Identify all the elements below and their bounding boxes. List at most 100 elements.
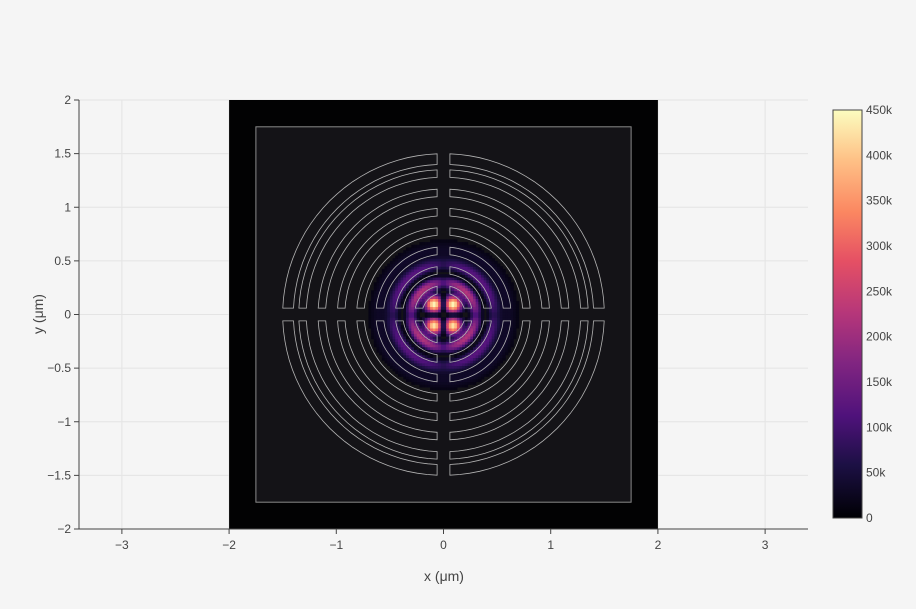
heatmap-cell [408,319,412,324]
heatmap-cell [408,352,412,356]
heatmap-cell [464,378,469,383]
heatmap-cell [446,322,450,326]
heatmap-cell [424,242,429,246]
heatmap-cell [443,239,447,243]
heatmap-cell [427,276,431,281]
heatmap-cell [486,368,490,372]
heatmap-cell [411,317,415,321]
heatmap-cell [411,333,415,337]
heatmap-cell [411,309,415,313]
heatmap-cell [462,381,466,385]
heatmap-cell [408,314,412,318]
heatmap-cell [481,330,485,334]
heatmap-cell [456,335,461,340]
heatmap-cell [400,370,404,375]
heatmap-cell [432,309,437,313]
y-tick-label: 2 [64,93,71,107]
heatmap-cell [395,258,399,262]
heatmap-cell [505,317,509,321]
heatmap-cell [462,252,466,257]
heatmap-cell [483,263,487,267]
heatmap-cell [422,309,426,313]
heatmap-cell [430,386,434,391]
heatmap-cell [459,309,463,313]
heatmap-cell [414,349,418,353]
heatmap-cell [395,370,399,375]
heatmap-cell [387,333,391,337]
heatmap-cell [497,319,501,324]
y-tick-label: −0.5 [47,361,71,375]
heatmap-cell [381,295,386,300]
heatmap-cell [440,352,445,356]
heatmap-cell [497,357,501,361]
heatmap-cell [502,330,506,334]
heatmap-cell [470,244,474,249]
heatmap-cell [478,274,482,278]
heatmap-cell [489,255,493,259]
heatmap-cell [405,247,410,251]
heatmap-cell [475,298,479,302]
heatmap-cell [464,285,469,289]
heatmap-cell [373,285,378,289]
heatmap-cell [408,306,412,310]
heatmap-cell [515,322,520,326]
heatmap-cell [481,333,485,337]
heatmap-cell [481,266,485,270]
heatmap-cell [483,341,487,345]
heatmap-cell [435,263,439,267]
heatmap-cell [419,274,423,278]
heatmap-cell [462,343,466,348]
colorbar-tick-label: 400k [866,148,893,162]
heatmap-cell [513,322,517,326]
heatmap-cell [432,381,437,385]
heatmap-cell [397,266,402,270]
heatmap-cell [438,309,442,313]
heatmap-cell [416,263,420,267]
heatmap-cell [499,333,504,337]
heatmap-cell [462,282,466,286]
heatmap-cell [432,330,437,334]
heatmap-cell [419,365,423,369]
heatmap-cell [456,285,461,289]
heatmap-cell [472,317,477,321]
heatmap-cell [403,352,407,356]
heatmap-cell [505,303,509,308]
heatmap-cell [464,365,469,369]
heatmap-cell [424,362,429,367]
heatmap-cell [416,333,420,337]
heatmap-cell [392,349,396,353]
heatmap-cell [422,384,426,388]
heatmap-cell [451,285,455,289]
heatmap-cell [472,327,477,332]
heatmap-cell [419,370,423,375]
heatmap-cell [435,384,439,388]
heatmap-cell [459,360,463,364]
heatmap-cell [467,330,471,334]
heatmap-cell [483,293,487,297]
heatmap-cell [427,266,431,270]
heatmap-cell [416,274,420,278]
heatmap-cell [481,373,485,377]
heatmap-cell [448,255,453,259]
heatmap-cell [456,384,461,388]
heatmap-cell [414,317,418,321]
heatmap-cell [515,311,520,316]
heatmap-cell [451,370,455,375]
heatmap-cell [387,349,391,353]
heatmap-cell [515,306,520,310]
heatmap-cell [427,384,431,388]
heatmap-cell [472,255,477,259]
heatmap-cell [389,285,394,289]
heatmap-cell [451,242,455,246]
heatmap-cell [502,274,506,278]
heatmap-cell [427,260,431,265]
heatmap-cell [373,293,378,297]
heatmap-cell [499,317,504,321]
heatmap-cell [403,319,407,324]
heatmap-cell [494,333,498,337]
heatmap-cell [454,247,458,251]
heatmap-cell [381,317,386,321]
heatmap-cell [408,354,412,358]
heatmap-cell [494,327,498,332]
heatmap-cell [403,317,407,321]
